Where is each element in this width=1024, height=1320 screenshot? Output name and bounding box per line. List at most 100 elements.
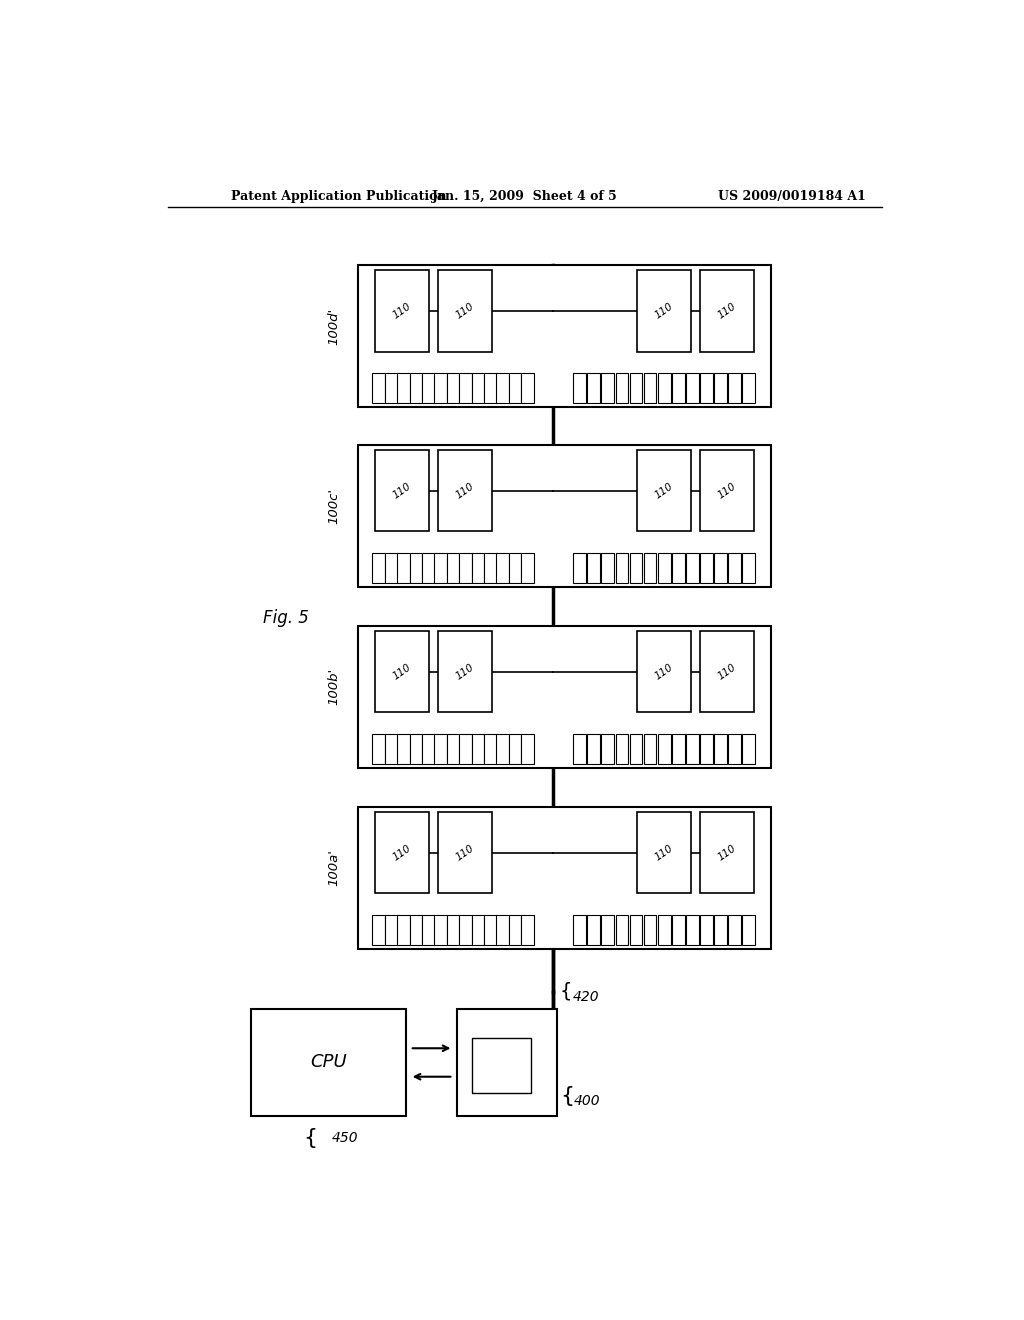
Bar (714, 372, 727, 404)
Text: US 2009/0019184 A1: US 2009/0019184 A1 (718, 190, 866, 202)
Text: 110: 110 (716, 480, 738, 500)
Bar (615, 915, 628, 945)
Bar (484, 734, 497, 764)
Text: 110: 110 (652, 301, 675, 321)
Bar (573, 734, 586, 764)
Text: 110: 110 (391, 301, 413, 321)
Bar (459, 372, 472, 404)
Bar (742, 372, 755, 404)
Bar (601, 372, 614, 404)
Bar (472, 1038, 531, 1093)
Bar (446, 734, 460, 764)
Bar (459, 553, 472, 583)
Bar (630, 553, 642, 583)
Bar (521, 553, 534, 583)
Bar (458, 1008, 557, 1115)
Bar (672, 734, 685, 764)
Bar (700, 553, 713, 583)
Bar (509, 734, 521, 764)
Text: Jan. 15, 2009  Sheet 4 of 5: Jan. 15, 2009 Sheet 4 of 5 (432, 190, 617, 202)
Bar (385, 372, 397, 404)
Bar (601, 553, 614, 583)
Bar (728, 734, 741, 764)
Bar (497, 734, 509, 764)
Bar (434, 553, 447, 583)
Bar (410, 734, 422, 764)
Bar (700, 372, 713, 404)
Bar (637, 631, 690, 713)
Text: 100a': 100a' (328, 849, 341, 886)
Bar (672, 553, 685, 583)
Bar (446, 553, 460, 583)
Bar (397, 372, 410, 404)
Bar (438, 271, 493, 351)
Bar (700, 450, 754, 532)
Bar (644, 734, 656, 764)
Bar (700, 915, 713, 945)
Text: 110: 110 (652, 480, 675, 500)
Text: 110: 110 (391, 480, 413, 500)
Bar (484, 372, 497, 404)
Bar (573, 372, 586, 404)
Bar (385, 915, 397, 945)
Bar (615, 553, 628, 583)
Bar (358, 626, 771, 768)
Bar (615, 372, 628, 404)
Bar (410, 553, 422, 583)
Text: 100b': 100b' (328, 668, 341, 705)
Bar (521, 372, 534, 404)
Bar (358, 265, 771, 408)
Text: 100d': 100d' (328, 308, 341, 345)
Text: 110: 110 (716, 842, 738, 862)
Bar (742, 915, 755, 945)
Bar (434, 734, 447, 764)
Bar (422, 734, 435, 764)
Bar (521, 734, 534, 764)
Text: 110: 110 (652, 661, 675, 681)
Bar (375, 271, 429, 351)
Bar (397, 553, 410, 583)
Bar (637, 450, 690, 532)
Bar (472, 553, 484, 583)
Bar (657, 553, 671, 583)
Bar (686, 553, 698, 583)
Bar (588, 915, 600, 945)
Bar (657, 372, 671, 404)
Bar (630, 372, 642, 404)
Bar (672, 372, 685, 404)
Bar (410, 372, 422, 404)
Bar (742, 734, 755, 764)
Bar (509, 372, 521, 404)
Bar (375, 631, 429, 713)
Bar (644, 915, 656, 945)
Text: 110: 110 (455, 842, 476, 862)
Bar (573, 553, 586, 583)
Bar (700, 631, 754, 713)
Text: 400: 400 (574, 1093, 601, 1107)
Bar (251, 1008, 406, 1115)
Text: 110: 110 (716, 661, 738, 681)
Bar (657, 915, 671, 945)
Bar (446, 915, 460, 945)
Bar (385, 553, 397, 583)
Text: {: { (303, 1129, 316, 1148)
Bar (438, 631, 493, 713)
Bar (472, 372, 484, 404)
Bar (434, 915, 447, 945)
Bar (573, 915, 586, 945)
Text: 110: 110 (455, 480, 476, 500)
Text: 450: 450 (332, 1131, 358, 1144)
Bar (375, 812, 429, 894)
Bar (472, 915, 484, 945)
Bar (686, 372, 698, 404)
Bar (373, 372, 385, 404)
Text: {: { (560, 1085, 574, 1106)
Bar (373, 734, 385, 764)
Bar (446, 372, 460, 404)
Bar (630, 734, 642, 764)
Bar (472, 734, 484, 764)
Text: {: { (560, 982, 572, 1001)
Bar (422, 915, 435, 945)
Bar (373, 915, 385, 945)
Text: 420: 420 (573, 990, 600, 1005)
